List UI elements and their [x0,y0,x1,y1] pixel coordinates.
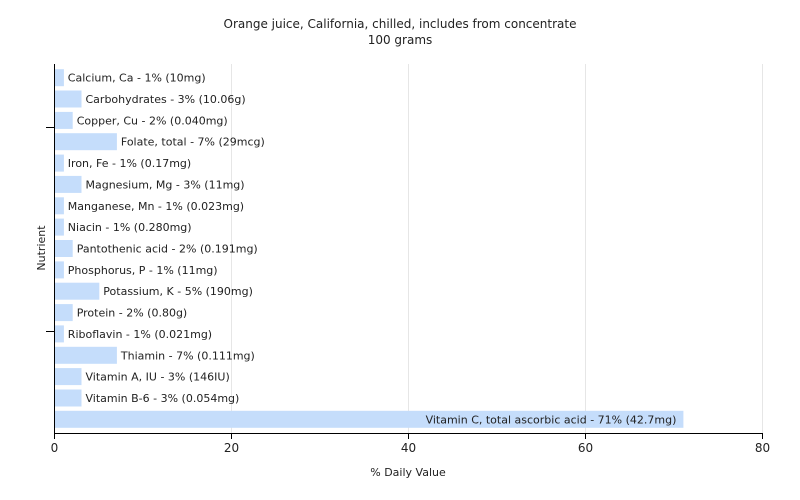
chart-title-block: Orange juice, California, chilled, inclu… [0,16,800,48]
bar-label-13: Thiamin - 7% (0.111mg) [120,349,255,362]
bar-4 [55,154,64,172]
bar-label-7: Niacin - 1% (0.280mg) [68,221,192,234]
bar-12 [55,325,64,343]
x-tick-label-80: 80 [755,441,770,455]
bar-label-12: Riboflavin - 1% (0.021mg) [68,328,212,341]
bar-5 [55,175,82,193]
chart-subtitle: 100 grams [367,33,433,47]
bar-label-9: Phosphorus, P - 1% (11mg) [68,264,218,277]
bar-2 [55,111,73,129]
chart-title: Orange juice, California, chilled, inclu… [223,17,577,31]
x-tick-label-60: 60 [578,441,593,455]
bar-0 [55,69,64,87]
bar-label-5: Magnesium, Mg - 3% (11mg) [86,178,245,191]
bar-16 [55,410,684,428]
bar-6 [55,197,64,215]
bar-label-14: Vitamin A, IU - 3% (146IU) [86,371,230,384]
bar-label-2: Copper, Cu - 2% (0.040mg) [77,114,228,127]
bar-8 [55,240,73,257]
gridlines [231,64,763,433]
bar-10 [55,282,100,300]
bar-11 [55,304,73,322]
bar-label-1: Carbohydrates - 3% (10.06g) [86,93,246,106]
y-axis-title: Nutrient [35,225,48,271]
bar-3 [55,133,117,151]
bar-label-10: Potassium, K - 5% (190mg) [103,285,253,298]
x-axis-title: % Daily Value [370,466,446,479]
bar-label-4: Iron, Fe - 1% (0.17mg) [68,157,191,170]
bar-label-8: Pantothenic acid - 2% (0.191mg) [77,243,258,256]
bar-label-6: Manganese, Mn - 1% (0.023mg) [68,200,244,213]
axes: 0 20 40 60 80 [46,64,770,455]
bar-label-3: Folate, total - 7% (29mcg) [121,136,265,149]
bar-label-15: Vitamin B-6 - 3% (0.054mg) [86,392,240,405]
x-tick-label-40: 40 [401,441,416,455]
bar-9 [55,261,64,279]
bar-label-16: Vitamin C, total ascorbic acid - 71% (42… [426,413,677,426]
x-tick-label-20: 20 [224,441,239,455]
bar-label-11: Protein - 2% (0.80g) [77,307,188,320]
bar-1 [55,90,82,108]
bar-13 [55,346,117,364]
bar-14 [55,368,82,386]
bar-7 [55,218,64,236]
x-tick-label-0: 0 [51,441,59,455]
bar-label-0: Calcium, Ca - 1% (10mg) [68,72,206,85]
bars: Calcium, Ca - 1% (10mg) Carbohydrates - 3… [55,69,684,428]
bar-15 [55,389,82,407]
